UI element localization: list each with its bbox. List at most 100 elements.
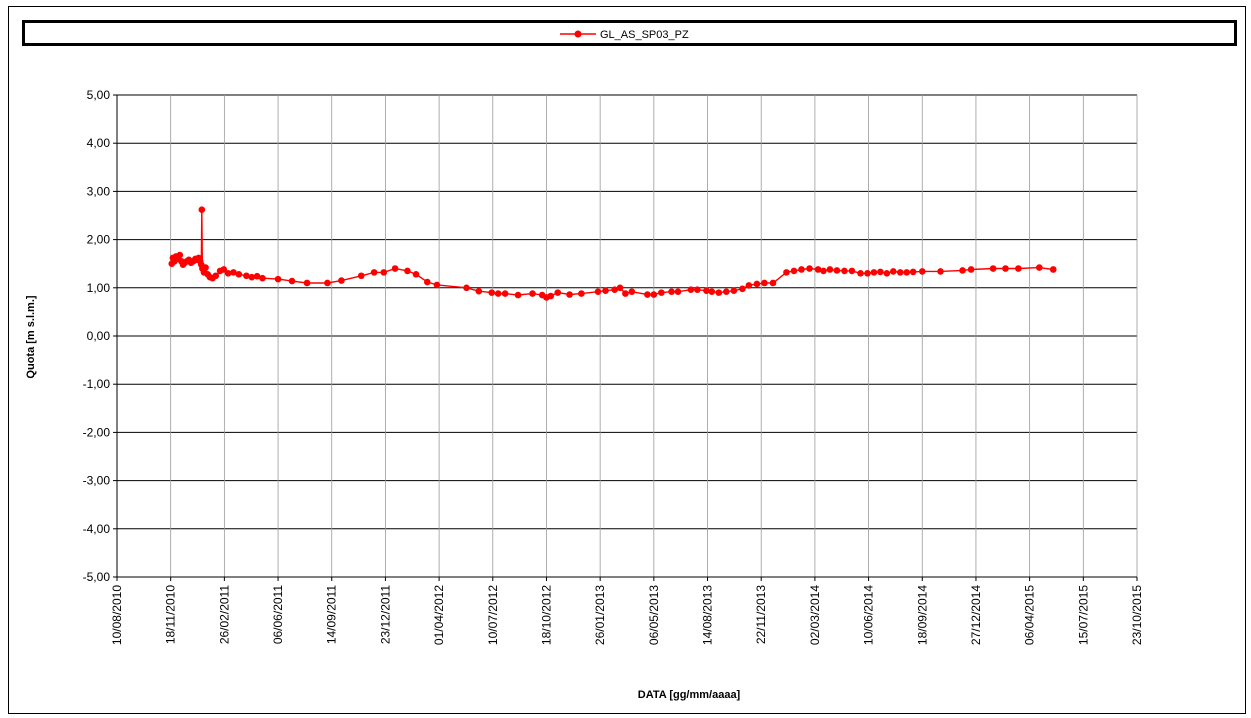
data-point [622, 290, 629, 297]
data-point [826, 266, 834, 273]
data-point [761, 279, 768, 287]
x-tick-label: 06/05/2013 [647, 585, 661, 645]
x-tick-label: 27/12/2014 [969, 585, 983, 645]
data-point [918, 268, 926, 275]
data-point [274, 275, 282, 283]
data-point [790, 267, 798, 275]
x-tick-label: 26/02/2011 [217, 585, 231, 644]
y-tick-label: 3,00 [87, 184, 111, 198]
y-tick-label: -2,00 [83, 425, 111, 439]
data-point [798, 266, 805, 273]
data-point [338, 277, 345, 284]
data-point [391, 265, 399, 272]
data-point [937, 268, 944, 275]
data-point [864, 270, 871, 277]
y-tick-label: 4,00 [87, 136, 111, 150]
data-point [554, 289, 562, 296]
x-tick-label: 26/01/2013 [593, 585, 607, 645]
data-point [674, 288, 682, 295]
data-point [806, 265, 813, 272]
data-point [883, 270, 891, 277]
y-tick-label: 2,00 [87, 233, 111, 247]
data-point [501, 290, 509, 297]
data-point [198, 206, 206, 214]
data-point [412, 271, 420, 278]
x-tick-label: 01/04/2012 [432, 585, 446, 645]
data-point [602, 287, 609, 294]
data-point [708, 288, 716, 295]
data-point [745, 282, 753, 289]
data-point [644, 291, 651, 298]
x-tick-label: 23/12/2011 [378, 585, 392, 644]
data-point [783, 269, 790, 276]
data-point [723, 288, 730, 295]
data-point [877, 268, 884, 276]
data-point [212, 272, 220, 280]
legend-label: GL_AS_SP03_PZ [600, 29, 689, 41]
x-tick-label: 14/08/2013 [701, 585, 715, 645]
data-point [909, 268, 917, 276]
data-point [694, 286, 701, 294]
x-tick-label: 23/10/2015 [1130, 585, 1144, 645]
data-point [1002, 265, 1009, 272]
data-point [889, 268, 897, 275]
y-tick-label: -3,00 [83, 474, 111, 488]
data-point [404, 267, 411, 275]
x-tick-label: 10/07/2012 [486, 585, 500, 645]
data-point [248, 273, 256, 281]
data-point [380, 269, 388, 276]
x-tick-label: 06/04/2015 [1023, 585, 1037, 645]
data-point [703, 287, 710, 294]
data-point [870, 269, 878, 276]
chart-legend: GL_AS_SP03_PZ [560, 29, 689, 41]
x-tick-label: 15/07/2015 [1076, 585, 1090, 645]
data-point [220, 266, 228, 273]
data-point [566, 291, 573, 298]
data-point [611, 286, 618, 294]
data-point [224, 270, 232, 277]
data-point [668, 288, 675, 295]
chart-grid [116, 94, 1138, 578]
data-point [433, 281, 441, 289]
data-point [494, 290, 502, 297]
y-tick-label: 0,00 [87, 329, 111, 343]
data-point [288, 277, 296, 285]
data-point [488, 289, 496, 296]
data-point [896, 269, 904, 276]
data-point [547, 292, 555, 300]
data-point [1049, 266, 1057, 273]
y-axis-title: Quota [m s.l.m.] [25, 295, 37, 378]
legend-box [22, 20, 1237, 46]
data-point [857, 270, 864, 277]
data-point [687, 286, 695, 294]
data-point [903, 269, 910, 276]
data-point [753, 280, 761, 288]
data-point [967, 266, 975, 273]
chart-frame [8, 6, 1246, 714]
y-tick-label: -1,00 [83, 377, 111, 391]
x-tick-label: 18/10/2012 [539, 585, 553, 645]
data-point [715, 289, 723, 296]
data-point [594, 288, 602, 295]
legend-point-marker [574, 30, 582, 38]
data-point [1035, 264, 1043, 271]
x-tick-label: 06/06/2011 [271, 585, 285, 644]
x-tick-label: 22/11/2013 [754, 585, 768, 644]
data-point [235, 271, 243, 278]
data-point [230, 269, 237, 276]
y-tick-label: 5,00 [87, 88, 111, 102]
data-point [253, 272, 261, 280]
data-point [529, 290, 536, 297]
data-point [303, 279, 311, 287]
data-point [259, 274, 266, 282]
data-point [475, 287, 483, 295]
data-point [739, 285, 746, 293]
chart-series [168, 206, 1057, 301]
chart-axes: 5,00 4,00 3,00 2,00 1,00 0,00 -1,00 -2,00 -3,00 -… [83, 88, 1144, 645]
x-axis-title: DATA [gg/mm/aaaa] [638, 689, 741, 701]
data-point [628, 288, 636, 295]
data-point [176, 251, 184, 259]
data-point [514, 291, 522, 299]
x-tick-label: 18/09/2014 [915, 585, 929, 645]
